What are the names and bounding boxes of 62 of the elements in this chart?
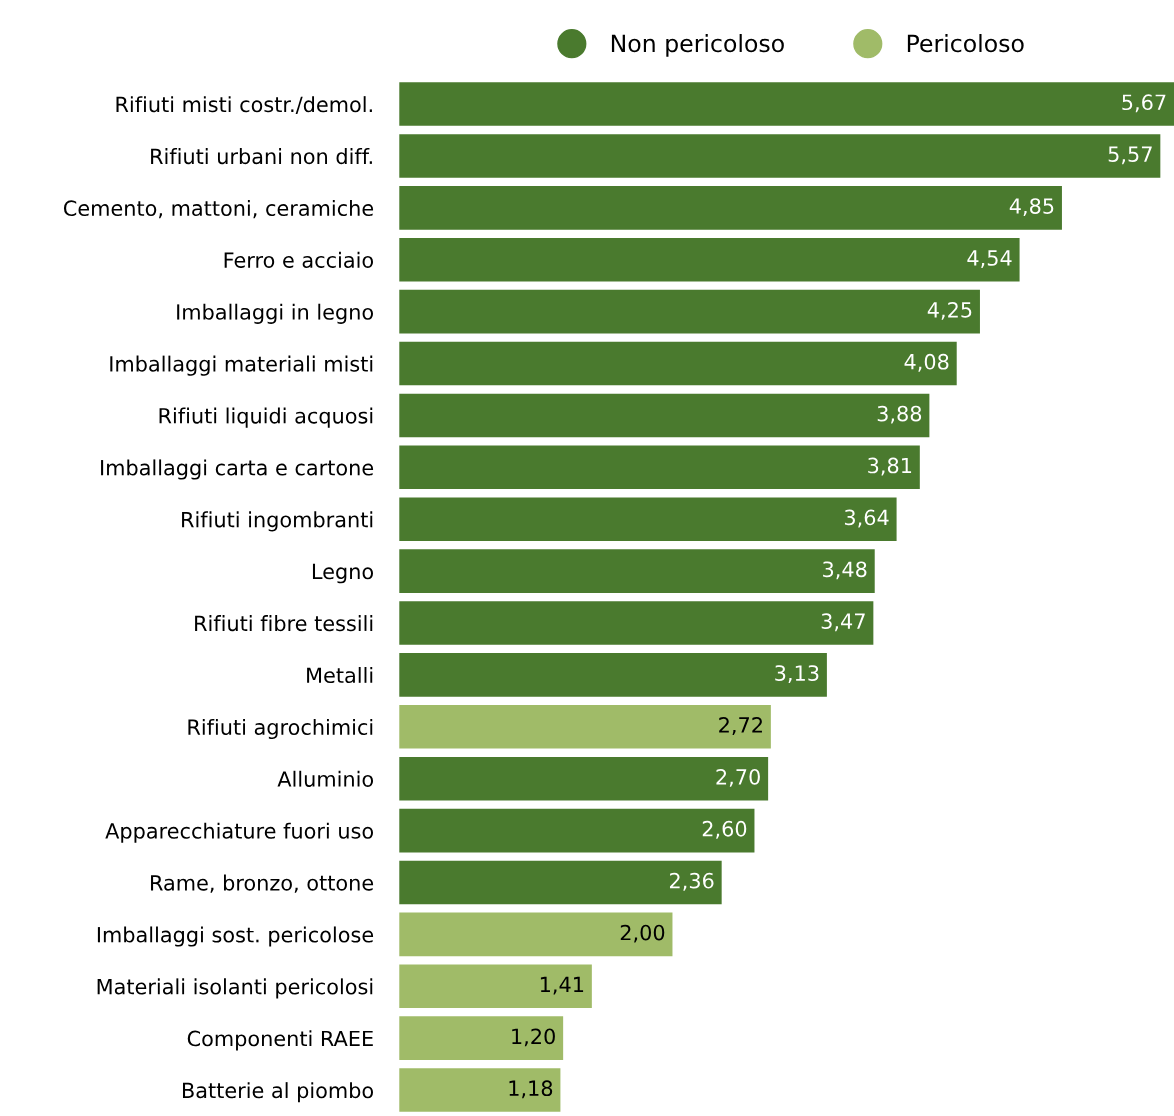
y-tick-label: Rifiuti ingombranti	[182, 511, 373, 532]
data-label: 2,36	[669, 872, 714, 891]
bar	[399, 497, 897, 542]
bar	[399, 445, 920, 490]
bar	[399, 653, 827, 697]
data-label: 4,25	[927, 301, 972, 320]
y-tick-label: Alluminio	[277, 770, 374, 787]
y-tick-label: Rifiuti agrochimici	[188, 718, 373, 740]
data-label: 2,72	[719, 717, 762, 735]
data-label: 5,57	[1108, 146, 1152, 165]
y-tick-label: Rifiuti fibre tessili	[195, 615, 373, 632]
data-label: 1,20	[512, 1028, 555, 1047]
bar	[399, 705, 771, 749]
legend-label: Pericoloso	[907, 34, 1024, 53]
data-label: 3,88	[877, 405, 922, 424]
bar	[399, 393, 930, 438]
data-label: 2,60	[702, 820, 747, 839]
y-tick-label: Componenti RAEE	[187, 1030, 373, 1051]
y-tick-label: Materiali isolanti pericolosi	[97, 978, 373, 999]
y-tick-label: Imballaggi carta e cartone	[101, 459, 374, 480]
data-label: 2,00	[620, 924, 665, 943]
data-label: 4,54	[967, 250, 1012, 268]
data-label: 2,70	[716, 768, 760, 787]
y-tick-label: Metalli	[307, 666, 373, 684]
bar	[399, 756, 769, 801]
legend-label: Non pericoloso	[611, 34, 784, 57]
bar	[399, 1016, 564, 1060]
bar	[399, 289, 980, 334]
bar	[399, 808, 755, 853]
bar	[399, 1068, 561, 1112]
y-tick-label: Rame, bronzo, ottone	[151, 874, 374, 893]
bar	[399, 237, 1020, 282]
bar	[399, 341, 957, 386]
data-label: 4,08	[904, 353, 949, 372]
bar	[399, 134, 1161, 178]
bar	[399, 549, 875, 593]
y-tick-label: Apparecchiature fuori uso	[105, 822, 374, 843]
y-tick-label: Cemento, mattoni, ceramiche	[63, 199, 374, 219]
data-label: 1,41	[540, 976, 584, 995]
data-label: 3,81	[868, 457, 912, 476]
y-tick-label: Rifiuti misti costr./demol.	[116, 96, 372, 114]
data-label: 3,64	[844, 509, 889, 528]
y-tick-label: Rifiuti liquidi acquosi	[159, 407, 373, 428]
data-label: 3,47	[821, 613, 865, 632]
y-tick-label: Ferro e acciaio	[224, 251, 374, 268]
data-label: 4,85	[1009, 198, 1054, 217]
bar	[399, 964, 592, 1009]
data-label: 3,13	[775, 665, 819, 684]
y-tick-label: Batterie al piombo	[182, 1082, 374, 1103]
y-tick-label: Rifiuti urbani non diff.	[151, 148, 372, 165]
y-tick-label: Imballaggi materiali misti	[110, 355, 373, 376]
bar	[399, 82, 1174, 126]
data-label: 3,48	[823, 561, 867, 580]
bar	[399, 186, 1062, 230]
bar	[399, 912, 673, 957]
data-label: 1,18	[509, 1080, 553, 1099]
bar	[399, 860, 722, 905]
y-tick-label: Imballaggi sost. pericolose	[97, 926, 374, 947]
y-tick-label: Imballaggi in legno	[177, 303, 374, 324]
data-label: 5,67	[1122, 94, 1166, 113]
bar	[399, 601, 874, 645]
y-tick-label: Legno	[312, 563, 374, 584]
